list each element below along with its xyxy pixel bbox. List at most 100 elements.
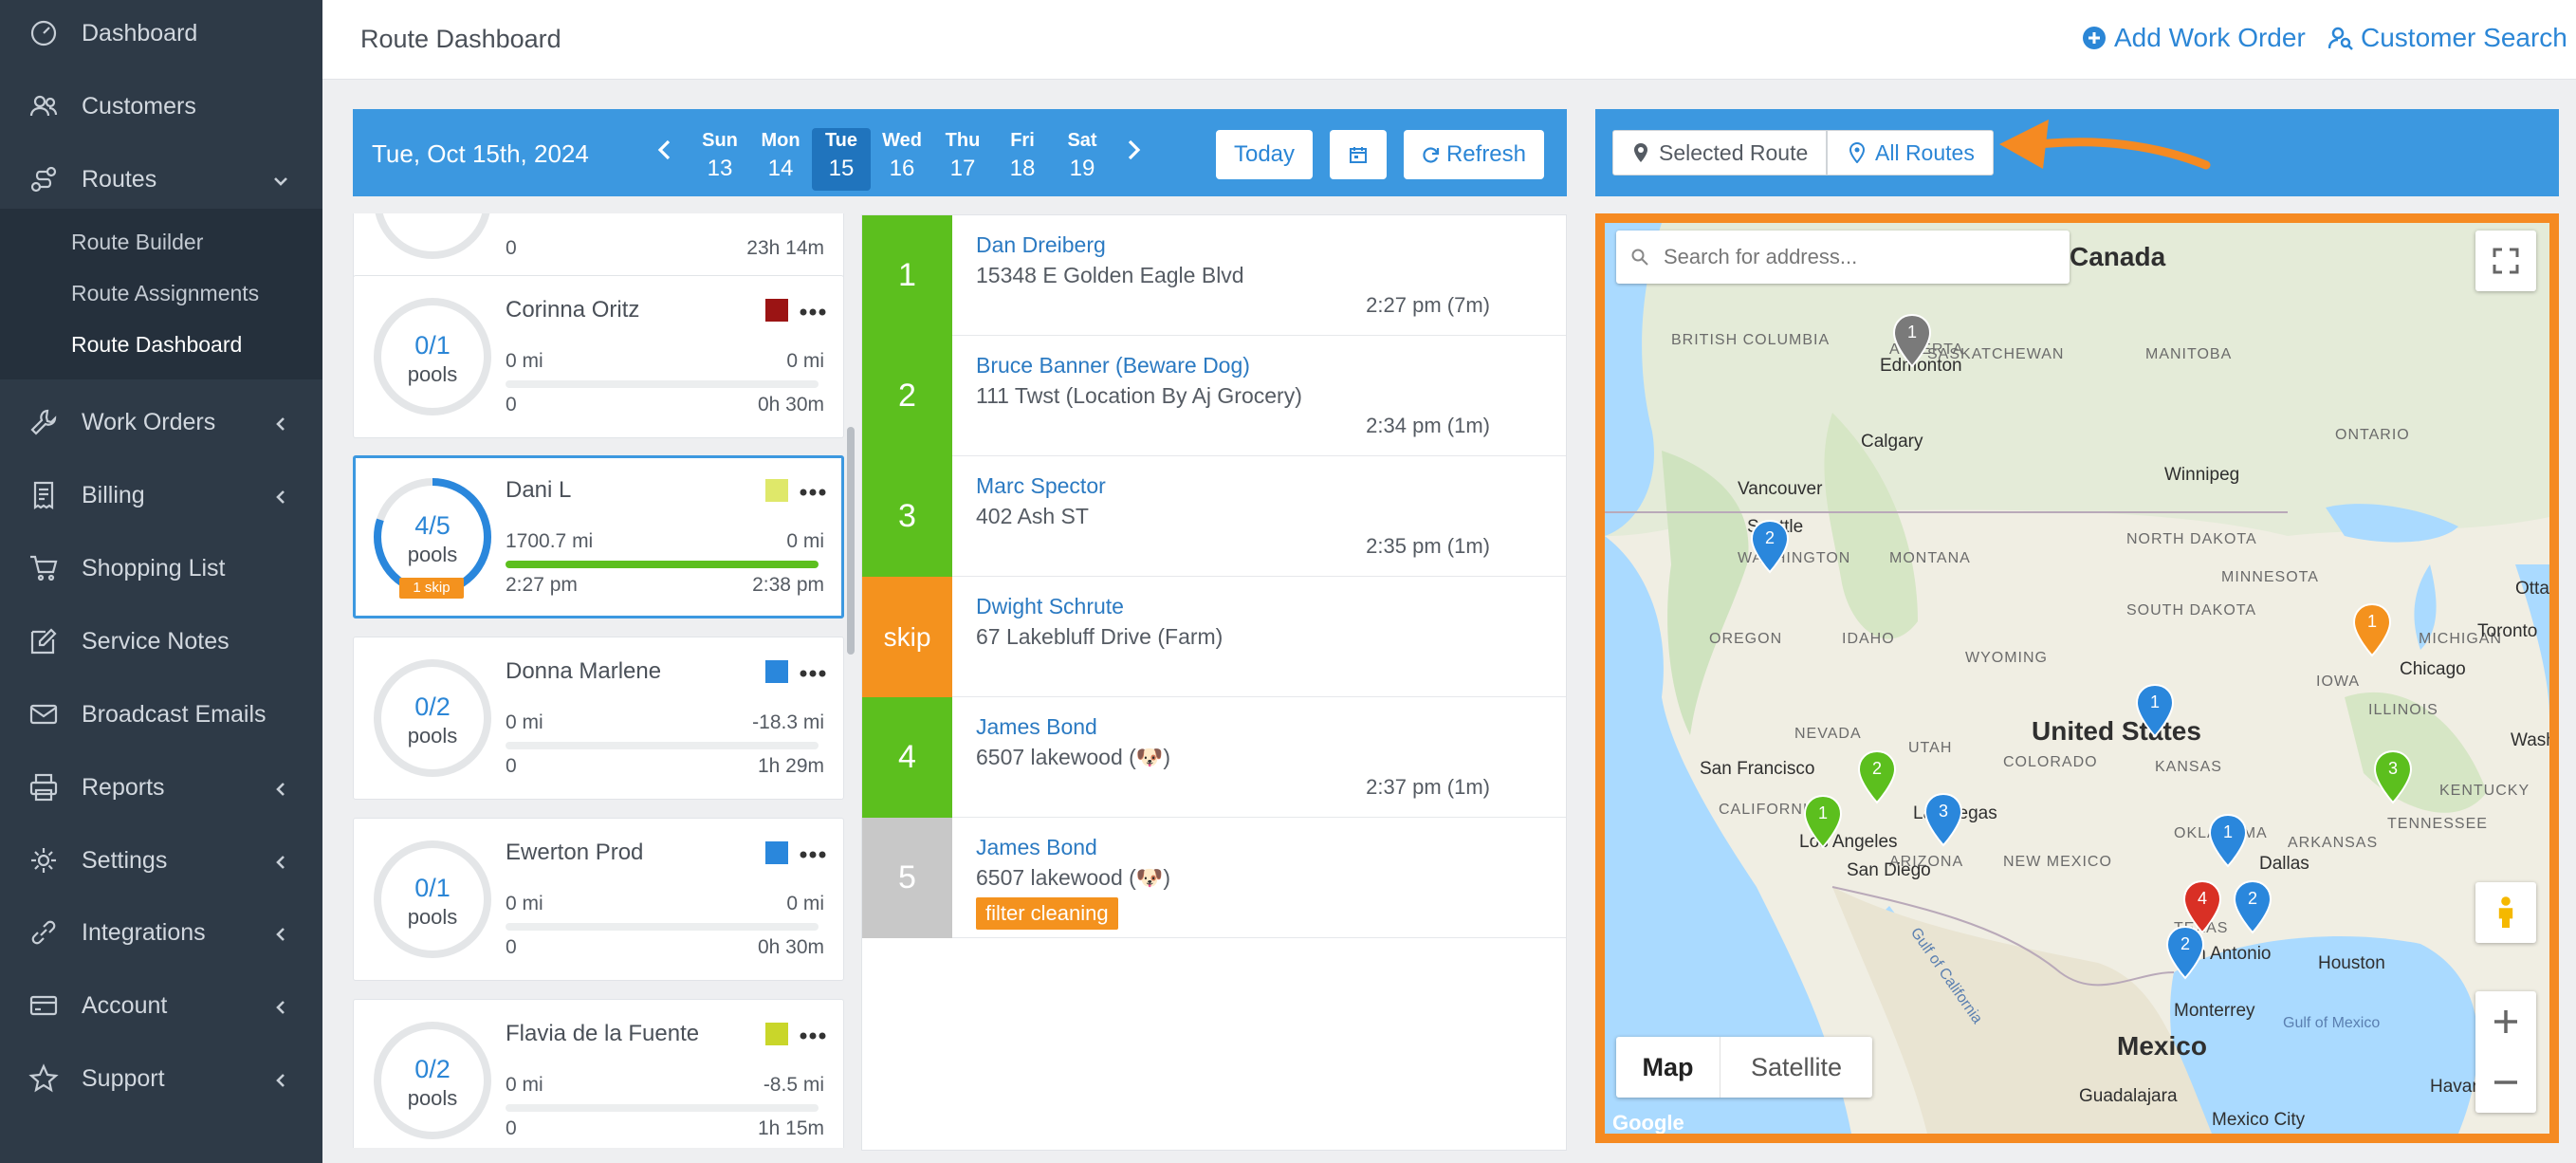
route-color-swatch[interactable] — [765, 479, 788, 502]
next-week-button[interactable] — [1119, 136, 1151, 168]
zoom-out-button[interactable] — [2475, 1052, 2536, 1113]
map-marker[interactable]: 1 — [2207, 813, 2249, 868]
sidebar-item-integrations[interactable]: Integrations — [0, 899, 322, 966]
route-color-swatch[interactable] — [765, 1023, 788, 1045]
sidebar-item-billing[interactable]: Billing — [0, 462, 322, 528]
zoom-in-button[interactable] — [2475, 991, 2536, 1052]
sidebar-item-dashboard[interactable]: Dashboard — [0, 0, 322, 66]
map-label-kentucky: KENTUCKY — [2439, 783, 2530, 799]
pools-label: pools — [407, 1086, 458, 1110]
stop-customer-name[interactable]: Dan Dreiberg — [976, 232, 1106, 257]
map-marker[interactable]: 3 — [2372, 749, 2414, 804]
add-work-order-link[interactable]: Add Work Order — [2082, 23, 2306, 53]
map-label-montana: MONTANA — [1889, 550, 1971, 566]
plus-circle-icon — [2083, 27, 2106, 49]
stop-customer-name[interactable]: Bruce Banner (Beware Dog) — [976, 353, 1250, 378]
map-marker[interactable]: 1 — [1891, 313, 1933, 368]
day-number: 18 — [1009, 156, 1036, 181]
submenu-route-builder[interactable]: Route Builder — [71, 230, 204, 254]
map-type-satellite[interactable]: Satellite — [1750, 1052, 1843, 1081]
route-card[interactable]: 0/2 pools Flavia de la Fuente 0 mi -8.5 m… — [353, 999, 844, 1148]
today-button[interactable]: Today — [1216, 130, 1313, 179]
stop-row[interactable]: 3 Marc Spector 402 Ash ST 2:35 pm (1m) — [862, 456, 1566, 577]
stop-customer-name[interactable]: James Bond — [976, 714, 1097, 739]
map-marker[interactable]: 2 — [1749, 519, 1791, 574]
ring-text: 0/1 pools — [371, 838, 494, 961]
map-type-map[interactable]: Map — [1616, 1037, 1720, 1098]
day-name: Wed — [882, 130, 922, 151]
gear-icon — [27, 843, 61, 877]
day-mon[interactable]: Mon 14 — [751, 128, 810, 191]
route-distance-diff: -18.3 mi — [752, 711, 824, 733]
more-options-icon[interactable] — [800, 485, 826, 496]
route-list-scrollbar[interactable] — [847, 427, 855, 655]
day-number: 13 — [707, 156, 733, 181]
more-options-icon[interactable] — [800, 666, 826, 677]
sidebar-item-support[interactable]: Support — [0, 1045, 322, 1112]
day-thu[interactable]: Thu 17 — [933, 128, 992, 191]
sidebar-item-reports[interactable]: Reports — [0, 754, 322, 821]
stop-row[interactable]: 4 James Bond 6507 lakewood (🐶) 2:37 pm (… — [862, 697, 1566, 818]
map-label-tennessee: TENNESSEE — [2387, 816, 2488, 832]
sidebar-item-work-orders[interactable]: Work Orders — [0, 389, 322, 455]
day-name: Sat — [1067, 130, 1097, 151]
route-card[interactable]: 0/2 pools Donna Marlene 0 mi -18.3 mi 0 1… — [353, 637, 844, 800]
route-card[interactable]: 0 23h 14m — [353, 213, 844, 282]
customer-search-link[interactable]: Customer Search — [2328, 23, 2567, 53]
sidebar-item-shopping-list[interactable]: Shopping List — [0, 535, 322, 601]
stop-customer-name[interactable]: Dwight Schrute — [976, 594, 1124, 618]
route-color-swatch[interactable] — [765, 299, 788, 322]
sidebar-item-account[interactable]: Account — [0, 972, 322, 1039]
sidebar-item-customers[interactable]: Customers — [0, 73, 322, 139]
stop-row[interactable]: 1 Dan Dreiberg 15348 E Golden Eagle Blvd… — [862, 215, 1566, 336]
address-search-input[interactable]: Search for address... — [1616, 231, 2070, 284]
day-tue[interactable]: Tue 15 — [812, 128, 871, 191]
route-color-swatch[interactable] — [765, 841, 788, 864]
day-wed[interactable]: Wed 16 — [873, 128, 931, 191]
fullscreen-icon — [2493, 248, 2519, 274]
route-card-selected[interactable]: 4/5 pools 1 skip Dani L 1700.7 mi 0 mi 2:… — [353, 455, 844, 618]
map-marker[interactable]: 3 — [1923, 792, 1964, 847]
selected-route-toggle[interactable]: Selected Route — [1612, 130, 1827, 175]
chevron-left-icon — [271, 851, 290, 870]
marker-number: 3 — [1938, 802, 1948, 821]
route-color-swatch[interactable] — [765, 660, 788, 683]
map-marker[interactable]: 2 — [2164, 925, 2206, 980]
day-sat[interactable]: Sat 19 — [1053, 128, 1112, 191]
map-marker[interactable]: 1 — [2134, 683, 2176, 738]
map-label-arkansas: ARKANSAS — [2288, 835, 2379, 851]
map-marker[interactable]: 1 — [2351, 602, 2393, 657]
sidebar-item-settings[interactable]: Settings — [0, 827, 322, 894]
map-marker[interactable]: 4 — [2181, 879, 2223, 934]
route-card[interactable]: 0/1 pools Corinna Oritz 0 mi 0 mi 0 0h 30… — [353, 275, 844, 438]
route-card[interactable]: 0/1 pools Ewerton Prod 0 mi 0 mi 0 0h 30m — [353, 818, 844, 981]
refresh-button[interactable]: Refresh — [1404, 130, 1544, 179]
submenu-route-assignments[interactable]: Route Assignments — [71, 281, 260, 305]
more-options-icon[interactable] — [800, 305, 826, 316]
stop-row[interactable]: skip Dwight Schrute 67 Lakebluff Drive (… — [862, 577, 1566, 697]
stop-customer-name[interactable]: James Bond — [976, 835, 1097, 859]
street-view-button[interactable] — [2475, 882, 2536, 943]
map-marker[interactable]: 2 — [1856, 749, 1898, 804]
stop-number: 2 — [862, 336, 952, 456]
stop-row[interactable]: 2 Bruce Banner (Beware Dog) 111 Twst (Lo… — [862, 336, 1566, 456]
more-options-icon[interactable] — [800, 1028, 826, 1040]
zoom-controls — [2475, 991, 2536, 1113]
map-label-manitoba: MANITOBA — [2145, 346, 2233, 362]
map-panel[interactable]: Search for address... Canada United Stat… — [1595, 213, 2559, 1143]
fullscreen-button[interactable] — [2475, 231, 2536, 291]
calendar-button[interactable] — [1330, 130, 1387, 179]
stop-row[interactable]: 5 James Bond 6507 lakewood (🐶) filter cl… — [862, 818, 1566, 938]
map-marker[interactable]: 1 — [1802, 794, 1844, 849]
day-fri[interactable]: Fri 18 — [993, 128, 1052, 191]
more-options-icon[interactable] — [800, 847, 826, 858]
sidebar-item-service-notes[interactable]: Service Notes — [0, 608, 322, 674]
stop-customer-name[interactable]: Marc Spector — [976, 473, 1106, 498]
sidebar-item-broadcast-emails[interactable]: Broadcast Emails — [0, 681, 322, 748]
sidebar-item-routes[interactable]: Routes — [0, 146, 322, 212]
map-marker[interactable]: 2 — [2232, 879, 2273, 934]
all-routes-toggle[interactable]: All Routes — [1827, 130, 1994, 175]
previous-week-button[interactable] — [651, 136, 683, 168]
submenu-route-dashboard[interactable]: Route Dashboard — [71, 332, 243, 357]
day-sun[interactable]: Sun 13 — [690, 128, 749, 191]
